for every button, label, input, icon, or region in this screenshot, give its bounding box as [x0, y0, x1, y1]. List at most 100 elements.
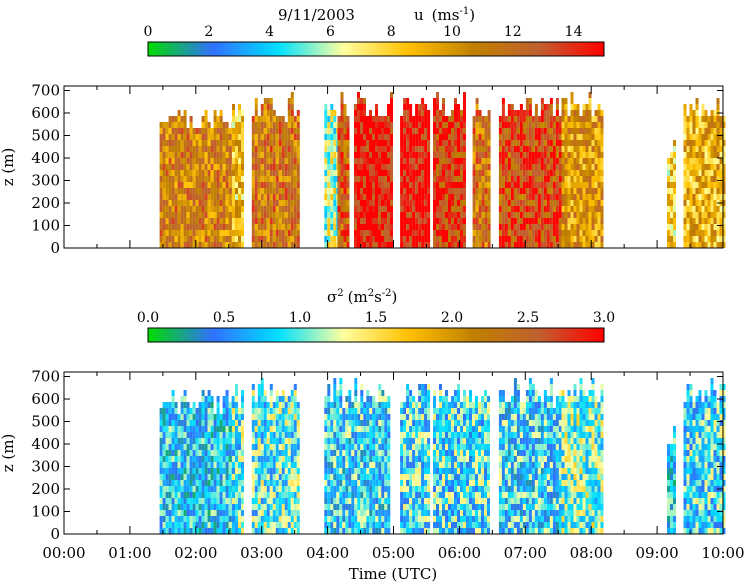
data-cell: [713, 116, 717, 122]
data-cell: [704, 194, 708, 200]
data-cell: [528, 140, 532, 146]
data-cell: [287, 492, 291, 498]
data-cell: [278, 194, 282, 200]
data-cell: [177, 224, 181, 230]
data-cell: [534, 104, 538, 110]
data-cell: [260, 468, 264, 474]
data-cell: [573, 104, 577, 110]
data-cell: [201, 438, 205, 444]
data-cell: [448, 128, 451, 134]
data-cell: [381, 444, 385, 450]
data-cell: [686, 236, 690, 242]
data-cell: [186, 426, 190, 432]
data-cell: [296, 152, 300, 158]
data-cell: [475, 242, 479, 248]
data-cell: [567, 122, 571, 128]
data-cell: [701, 146, 705, 152]
data-cell: [433, 116, 436, 122]
data-cell: [564, 140, 568, 146]
data-cell: [330, 194, 334, 200]
data-cell: [251, 426, 255, 432]
data-cell: [600, 122, 604, 128]
data-cell: [260, 378, 264, 384]
data-cell: [254, 480, 258, 486]
data-cell: [210, 188, 214, 194]
data-cell: [177, 170, 181, 176]
data-cell: [670, 158, 673, 164]
data-cell: [406, 98, 410, 104]
data-cell: [689, 200, 693, 206]
data-cell: [216, 414, 220, 420]
data-cell: [189, 474, 193, 480]
data-cell: [278, 218, 282, 224]
data-cell: [336, 450, 340, 456]
data-cell: [186, 236, 190, 242]
data-cell: [348, 498, 352, 504]
data-cell: [513, 116, 517, 122]
data-cell: [528, 104, 532, 110]
data-cell: [390, 92, 393, 98]
data-cell: [232, 176, 235, 182]
data-cell: [522, 188, 526, 194]
data-cell: [369, 236, 372, 242]
data-cell: [260, 474, 264, 480]
data-cell: [183, 230, 187, 236]
data-cell: [281, 224, 285, 230]
data-cell: [439, 146, 442, 152]
data-cell: [293, 414, 297, 420]
data-cell: [463, 176, 466, 182]
data-cell: [336, 474, 340, 480]
data-cell: [546, 116, 550, 122]
data-cell: [507, 218, 511, 224]
data-cell: [339, 414, 343, 420]
data-cell: [400, 182, 404, 188]
data-cell: [269, 194, 273, 200]
data-cell: [504, 230, 508, 236]
data-cell: [713, 212, 717, 218]
data-cell: [225, 122, 229, 128]
data-cell: [269, 504, 273, 510]
data-cell: [251, 456, 255, 462]
data-cell: [445, 242, 448, 248]
data-cell: [710, 236, 714, 242]
data-cell: [513, 122, 517, 128]
data-cell: [381, 170, 384, 176]
data-cell: [168, 510, 172, 516]
data-cell: [260, 122, 264, 128]
data-cell: [600, 212, 604, 218]
data-cell: [254, 194, 258, 200]
data-cell: [600, 242, 604, 248]
data-cell: [537, 206, 541, 212]
data-cell: [701, 152, 705, 158]
data-cell: [254, 224, 258, 230]
data-cell: [704, 116, 708, 122]
data-cell: [594, 122, 598, 128]
data-cell: [183, 188, 187, 194]
data-cell: [478, 224, 482, 230]
data-cell: [225, 492, 229, 498]
data-cell: [460, 218, 463, 224]
data-cell: [436, 110, 439, 116]
data-cell: [263, 134, 267, 140]
data-cell: [387, 528, 391, 534]
data-cell: [168, 158, 172, 164]
data-cell: [272, 188, 276, 194]
data-cell: [204, 116, 208, 122]
data-cell: [165, 492, 169, 498]
data-cell: [201, 510, 205, 516]
data-cell: [710, 158, 714, 164]
data-cell: [287, 176, 291, 182]
data-cell: [263, 468, 267, 474]
data-cell: [232, 444, 235, 450]
data-cell: [457, 218, 460, 224]
data-cell: [281, 420, 285, 426]
data-cell: [369, 516, 373, 522]
data-cell: [546, 170, 550, 176]
data-cell: [594, 128, 598, 134]
data-cell: [375, 450, 379, 456]
data-cell: [390, 242, 393, 248]
data-cell: [192, 432, 196, 438]
data-cell: [597, 116, 601, 122]
data-cell: [222, 212, 226, 218]
data-cell: [360, 516, 364, 522]
